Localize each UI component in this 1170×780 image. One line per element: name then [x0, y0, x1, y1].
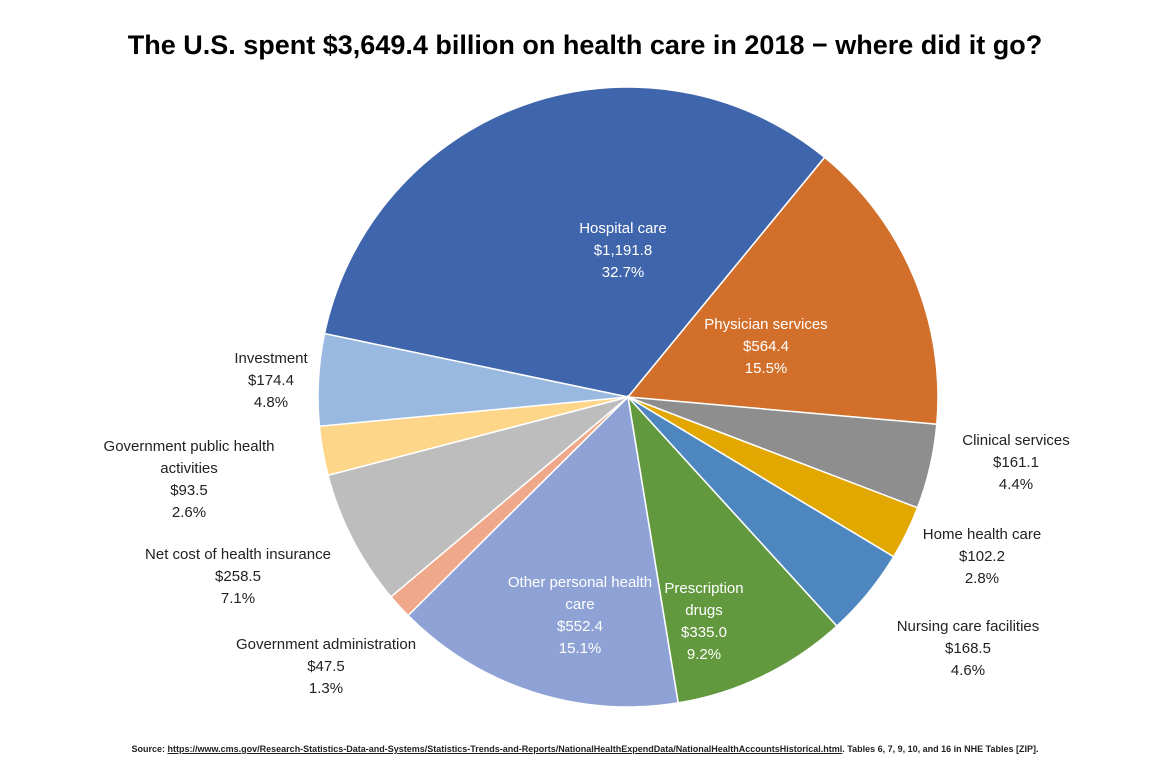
label-value: $258.5 — [215, 568, 261, 585]
label-value: $161.1 — [993, 454, 1039, 471]
label-percent: 4.8% — [253, 394, 289, 411]
pie-slice-physician-services — [626, 156, 939, 426]
label-physician-services: Physician services $564.4 15.5% — [704, 314, 827, 380]
label-name: Government administration — [235, 636, 417, 653]
label-name: Clinical services — [962, 432, 1070, 449]
label-value: $102.2 — [959, 548, 1005, 565]
label-percent: 9.2% — [686, 646, 722, 663]
label-value: $174.4 — [248, 372, 294, 389]
source-prefix: Source: — [131, 744, 168, 754]
label-name: Investment — [234, 350, 308, 367]
label-value: $93.5 — [170, 482, 208, 499]
label-percent: 1.3% — [308, 680, 344, 697]
source-suffix: . Tables 6, 7, 9, 10, and 16 in NHE Tabl… — [842, 744, 1039, 754]
label-net-cost-of-health-insurance: Net cost of health insurance $258.5 7.1% — [145, 544, 331, 610]
label-percent: 4.6% — [950, 662, 986, 679]
label-government-public-health-activities: Government public health activities $93.5 2… — [104, 436, 275, 524]
label-percent: 15.1% — [558, 640, 602, 657]
label-nursing-care-facilities: Nursing care facilities $168.5 4.6% — [897, 616, 1040, 682]
label-clinical-services: Clinical services $161.1 4.4% — [962, 430, 1070, 496]
label-prescription-drugs: Prescription drugs $335.0 9.2% — [664, 578, 743, 666]
label-hospital-care: Hospital care $1,191.8 32.7% — [579, 218, 667, 284]
label-percent: 7.1% — [220, 590, 256, 607]
chart-title: The U.S. spent $3,649.4 billion on healt… — [127, 30, 1043, 60]
label-other-personal-health-care: Other personal health care $552.4 15.1% — [508, 572, 652, 660]
label-name: Prescription drugs — [664, 580, 744, 619]
label-name: Nursing care facilities — [896, 618, 1040, 635]
label-investment: Investment $174.4 4.8% — [234, 348, 307, 414]
pie-slice-investment — [317, 332, 629, 428]
label-name: Net cost of health insurance — [145, 546, 331, 563]
label-name: Hospital care — [579, 220, 667, 237]
label-percent: 32.7% — [601, 264, 645, 281]
pie-slice-other-personal-health-care — [407, 395, 680, 708]
label-percent: 15.5% — [744, 360, 788, 377]
label-value: $552.4 — [557, 618, 603, 635]
label-value: $335.0 — [681, 624, 727, 641]
pie-slice-hospital-care — [323, 86, 826, 398]
label-value: $564.4 — [743, 338, 789, 355]
label-home-health-care: Home health care $102.2 2.8% — [923, 524, 1041, 590]
label-value: $168.5 — [945, 640, 991, 657]
label-name: Government public health activities — [103, 438, 275, 477]
label-percent: 2.8% — [964, 570, 1000, 587]
pie-slice-net-cost-of-health-insurance — [327, 396, 629, 598]
label-value: $47.5 — [307, 658, 345, 675]
label-government-administration: Government administration $47.5 1.3% — [236, 634, 416, 700]
label-percent: 4.4% — [998, 476, 1034, 493]
label-value: $1,191.8 — [593, 242, 653, 259]
source-link[interactable]: https://www.cms.gov/Research-Statistics-… — [167, 744, 843, 754]
label-name: Other personal health care — [507, 574, 653, 613]
pie-slice-prescription-drugs — [626, 394, 838, 704]
label-name: Physician services — [704, 316, 828, 333]
label-percent: 2.6% — [171, 504, 207, 521]
label-name: Home health care — [922, 526, 1042, 543]
source-note: Source: https://www.cms.gov/Research-Sta… — [0, 744, 1170, 754]
